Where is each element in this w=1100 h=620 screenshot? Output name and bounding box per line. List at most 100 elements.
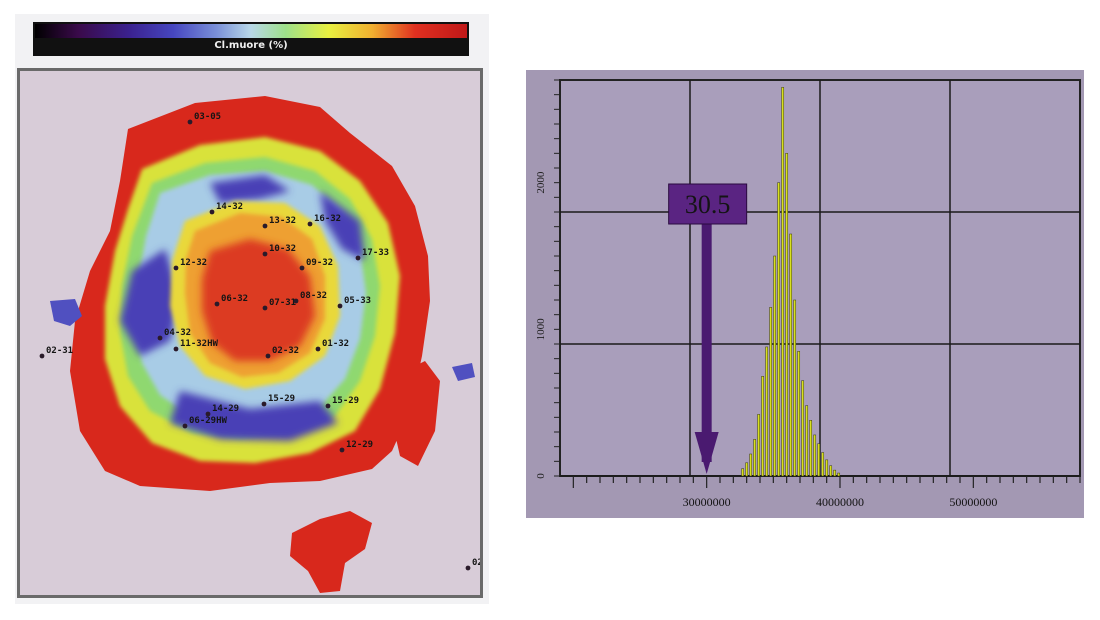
well-label: 03-05 (194, 112, 221, 122)
well-label: 11-32HW (180, 339, 219, 349)
histogram-bar (777, 182, 781, 477)
well-label: 12-32 (180, 258, 207, 268)
well-marker: 02-31 (39, 346, 73, 359)
well-marker: 07-31 (262, 298, 296, 311)
well-dot (307, 221, 313, 227)
well-marker: 08-32 (293, 291, 327, 304)
histogram-panel: 30.5 0 1000 2000 30000000 40000000 50000000 (526, 70, 1084, 518)
well-dot (339, 447, 345, 453)
well-label: 10-32 (269, 244, 296, 254)
well-dot (262, 305, 268, 311)
y-tick-label: 1000 (535, 318, 547, 341)
well-label: 13-32 (269, 216, 296, 226)
well-dot (315, 346, 321, 352)
well-marker: 14-32 (209, 202, 243, 215)
histogram-bar (761, 376, 765, 477)
well-marker: 15-29 (325, 396, 359, 409)
well-label: 07-31 (269, 298, 296, 308)
well-labels: 03-05 14-32 13-32 16-32 10-32 09-32 17-33 12-32… (39, 112, 480, 571)
marker-label-box (668, 183, 748, 225)
well-label: 02-2 (472, 558, 480, 568)
colorbar-label: Cl.muore (%) (214, 40, 288, 51)
well-dot (293, 298, 299, 304)
well-marker: 09-32 (299, 258, 333, 271)
well-dot (173, 346, 179, 352)
well-dot (187, 119, 193, 125)
well-marker: 06-32 (214, 294, 248, 307)
well-dot (465, 565, 471, 571)
well-label: 08-32 (300, 291, 327, 301)
well-marker: 05-33 (337, 296, 371, 309)
y-axis-ticks: 0 1000 2000 (535, 79, 560, 479)
well-marker: 02-32 (265, 346, 299, 359)
well-marker: 12-29 (339, 440, 373, 453)
x-tick-label: 30000000 (683, 495, 731, 509)
x-axis-ticks: 30000000 40000000 50000000 (572, 476, 1081, 509)
well-dot (205, 411, 211, 417)
well-dot (299, 265, 305, 271)
well-marker: 02-2 (465, 558, 480, 571)
histogram-bar (829, 465, 833, 477)
histogram-bar (837, 472, 841, 477)
histogram-bar (781, 87, 785, 477)
well-label: 06-32 (221, 294, 248, 304)
well-dot (182, 423, 188, 429)
well-label: 02-31 (46, 346, 73, 356)
well-dot (262, 223, 268, 229)
histogram-chart: 30.5 0 1000 2000 30000000 40000000 50000000 (535, 79, 1081, 509)
well-dot (173, 265, 179, 271)
well-marker: 14-29 (205, 404, 239, 417)
well-label: 12-29 (346, 440, 373, 450)
value-marker: 30.5 (668, 183, 748, 474)
well-label: 01-32 (322, 339, 349, 349)
well-dot (209, 209, 215, 215)
well-marker: 12-32 (173, 258, 207, 271)
histogram-bar (805, 405, 809, 477)
histogram-bar (821, 452, 825, 477)
well-label: 02-32 (272, 346, 299, 356)
colorbar-gradient (35, 24, 467, 38)
well-marker: 04-32 (157, 328, 191, 341)
well-label: 14-32 (216, 202, 243, 212)
histogram-bar (833, 469, 837, 477)
colorbar-frame: Cl.muore (%) (33, 22, 469, 56)
histogram-bar (741, 468, 745, 477)
map-panel: Cl.muore (%) 03-05 14-32 13-32 16-32 10-32 09… (15, 14, 489, 604)
well-dot (262, 251, 268, 257)
well-label: 04-32 (164, 328, 191, 338)
well-marker: 06-29HW (182, 416, 228, 429)
y-tick-label: 0 (535, 473, 547, 479)
well-dot (355, 255, 361, 261)
histogram-bar (757, 414, 761, 477)
well-label: 15-29 (332, 396, 359, 406)
well-marker: 17-33 (355, 248, 389, 261)
histogram-bar (813, 434, 817, 477)
marker-arrowhead (694, 432, 719, 474)
well-dot (157, 335, 163, 341)
patch-east-blue (452, 363, 475, 381)
histogram-bar (769, 307, 773, 477)
well-dot (214, 301, 220, 307)
histogram-bar (797, 351, 801, 477)
histogram-bar (773, 255, 777, 477)
histogram-bar (745, 462, 749, 477)
histogram-bar (809, 420, 813, 477)
well-dot (325, 403, 331, 409)
well-label: 05-33 (344, 296, 371, 306)
histogram-bar (749, 453, 753, 477)
well-marker: 13-32 (262, 216, 296, 229)
histogram-bar (793, 299, 797, 477)
well-label: 16-32 (314, 214, 341, 224)
x-tick-label: 40000000 (816, 495, 864, 509)
well-marker: 15-29 (261, 394, 295, 407)
well-dot (337, 303, 343, 309)
zone-center-red (202, 239, 315, 361)
well-dot (261, 401, 267, 407)
well-marker: 16-32 (307, 214, 341, 227)
contour-map: 03-05 14-32 13-32 16-32 10-32 09-32 17-33 12-32… (17, 68, 483, 598)
patch-southeast (290, 511, 372, 593)
histogram-bar (785, 153, 789, 477)
contour-map-canvas: 03-05 14-32 13-32 16-32 10-32 09-32 17-33 12-32… (39, 96, 480, 593)
histogram-bar (817, 443, 821, 477)
histogram-bars (741, 87, 841, 477)
